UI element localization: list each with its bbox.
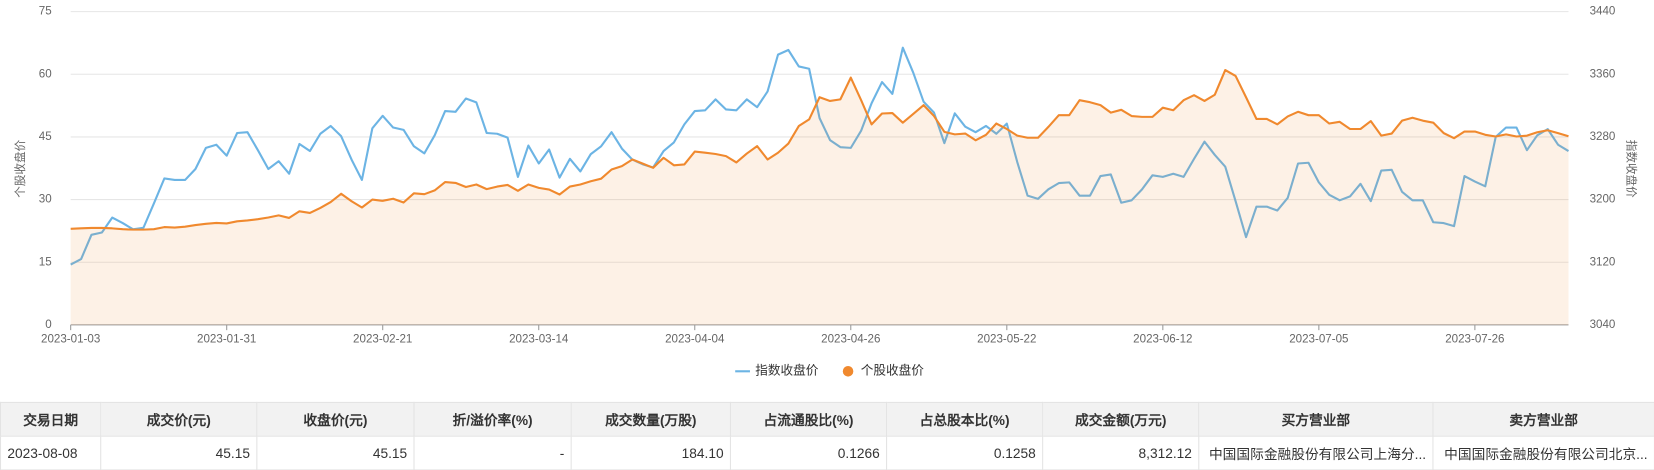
x-tick-label: 2023-06-12 xyxy=(1133,333,1192,346)
table-cell: 0.1266 xyxy=(729,435,888,470)
table-row: 2023-08-08 45.15 45.15-184.10 0.1266 0.1258 8… xyxy=(0,435,1654,470)
header-row: 交易日期 成交价(元) 收盘价(元) 折/溢价率(%) 成交数量(万股) 占流通股比(%)… xyxy=(0,401,1654,437)
table-cell: 45.15 xyxy=(256,435,415,470)
legend-label: 指数收盘价 xyxy=(755,363,819,378)
x-tick-label: 2023-02-21 xyxy=(353,333,412,346)
y-tick-label: 0 xyxy=(45,318,51,331)
x-tick-label: 2023-04-04 xyxy=(665,333,725,346)
y2-axis-title: 指数收盘价 xyxy=(1625,140,1639,198)
y2-tick-label: 3040 xyxy=(1590,318,1616,331)
x-tick-label: 2023-01-03 xyxy=(41,333,100,346)
x-tick-label: 2023-01-31 xyxy=(197,333,256,346)
header-cell: 交易日期 xyxy=(0,401,102,437)
y-tick-label: 75 xyxy=(39,5,52,18)
table-cell: 45.15 xyxy=(100,435,258,470)
x-tick-label: 2023-07-05 xyxy=(1289,333,1348,346)
y-axis-title: 个股收盘价 xyxy=(13,139,27,197)
line xyxy=(70,46,1570,266)
header-cell: 占流通股比(%) xyxy=(729,401,888,437)
y-tick-label: 30 xyxy=(39,193,52,206)
header-cell: 折/溢价率(%) xyxy=(413,401,572,437)
table-cell: 8,312.12 xyxy=(1042,435,1200,470)
header-cell: 成交价(元) xyxy=(100,401,258,437)
y-tick-label: 15 xyxy=(39,255,52,268)
y2-tick-label: 3360 xyxy=(1590,67,1616,80)
header-cell: 卖方营业部 xyxy=(1432,401,1654,437)
trade-table: 交易日期 成交价(元) 收盘价(元) 折/溢价率(%) 成交数量(万股) 占流通股比(%)… xyxy=(0,401,1654,470)
table-cell: 2023-08-08 xyxy=(0,435,102,470)
y-tick-label: 60 xyxy=(39,67,52,80)
table-cell: 0.1258 xyxy=(886,435,1044,470)
header-cell: 占总股本比(%) xyxy=(886,401,1044,437)
line xyxy=(70,68,1569,231)
header-cell: 成交金额(万元) xyxy=(1042,401,1200,437)
x-tick-label: 2023-03-14 xyxy=(509,333,569,346)
y2-tick-label: 3280 xyxy=(1590,130,1616,143)
area xyxy=(70,70,1569,325)
y2-tick-label: 3440 xyxy=(1590,5,1616,18)
y-tick-label: 45 xyxy=(39,130,52,143)
x-tick-label: 2023-05-22 xyxy=(977,333,1036,346)
header-cell: 收盘价(元) xyxy=(256,401,415,437)
legend-label: 个股收盘价 xyxy=(861,363,925,378)
header-cell: 买方营业部 xyxy=(1198,401,1434,437)
y2-tick-label: 3120 xyxy=(1590,255,1616,268)
header-cell: 成交数量(万股) xyxy=(570,401,731,437)
table-cell: - xyxy=(413,435,572,470)
table-cell: 184.10 xyxy=(570,435,731,470)
y2-tick-label: 3200 xyxy=(1590,193,1616,206)
x-tick-label: 2023-07-26 xyxy=(1445,333,1504,346)
table-cell: 中国国际金融股份有限公司上海分... xyxy=(1198,435,1434,470)
table-body: 2023-08-08 45.15 45.15-184.10 0.1266 0.1258 8… xyxy=(0,435,1654,470)
x-tick-label: 2023-04-26 xyxy=(821,333,880,346)
chart: 个股收盘价 指数收盘价 0 15 30 45 60 75 3040 3120 3200 3280 3… xyxy=(13,5,1639,378)
table-cell: 中国国际金融股份有限公司北京... xyxy=(1432,435,1654,470)
legend-marker xyxy=(842,366,854,377)
